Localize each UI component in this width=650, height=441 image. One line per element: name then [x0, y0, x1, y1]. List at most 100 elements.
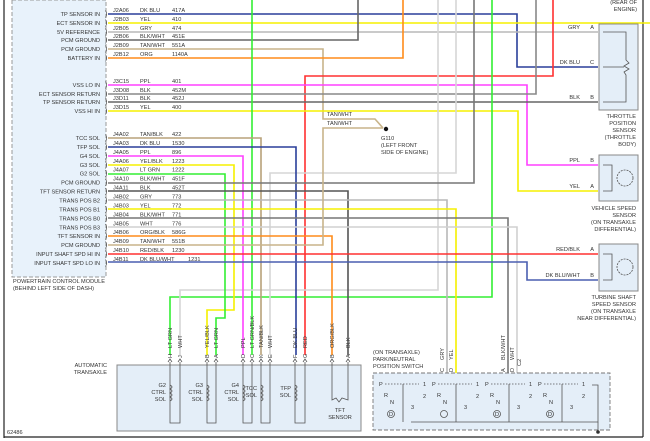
position-label: 3 [411, 405, 414, 411]
wire-451f [108, 0, 475, 184]
circuit-number: 776 [172, 221, 181, 227]
pin-id: J4A06 [113, 159, 129, 165]
solenoid-loop [242, 362, 253, 424]
pcm-pin-row: G2 SOL J4A07 LT GRN 1222) [80, 168, 185, 178]
connector-terminal-icon [329, 358, 335, 363]
component-label: CTRL [188, 390, 203, 396]
pin-function: BATTERY IN [68, 56, 100, 62]
component-label: G2 [159, 383, 166, 389]
wire-1223 [108, 164, 235, 355]
tps-pin-a-color: GRY [568, 25, 580, 31]
position-label: R [543, 393, 547, 399]
connector-cavity-icon: ) [105, 46, 107, 53]
vss-label-2: SENSOR [612, 213, 636, 219]
pcm-pin-row: TRANS POS B2 J4B02 GRY 773) [59, 195, 181, 205]
vss-coil-icon [603, 164, 613, 192]
coil-icon [206, 384, 210, 402]
switch-title-2: PARK/NEUTRAL [373, 357, 415, 363]
circuit-number: 452M [172, 88, 186, 94]
switch-box [372, 372, 611, 431]
position-label: R [437, 393, 441, 399]
tps-label-5: BODY) [618, 142, 636, 148]
pin-wire-color: TAN/BLK [259, 325, 265, 348]
switch-connector-id: C2 [517, 359, 523, 366]
ground-location-1: (LEFT FRONT [381, 143, 418, 149]
coil-icon [242, 384, 246, 402]
wire-color: BLK/WHT [140, 177, 165, 183]
position-label: R [384, 393, 388, 399]
wire-color: RED/BLK [140, 248, 164, 254]
connector-cavity-icon: ) [105, 215, 107, 222]
wire-401 [108, 84, 598, 166]
tss-pin-a-color: RED/BLK [556, 247, 580, 253]
pin-letter: C [250, 354, 256, 358]
wire-color: WHT [140, 221, 153, 227]
connector-cavity-icon: ) [105, 171, 107, 178]
pin-function: PCM GROUND [61, 243, 100, 249]
pin-letter: B [330, 354, 336, 358]
connector-cavity-icon: ) [105, 29, 107, 36]
pin-id: J2B03 [113, 17, 129, 23]
connector-cavity-icon: ) [105, 135, 107, 142]
circuit-number: 551A [172, 43, 185, 49]
pin-function: TP SENSOR RETURN [43, 100, 100, 106]
pcm-pin-row: INPUT SHAFT SPD HI IN J4B10 RED/BLK 1230) [36, 248, 184, 258]
circuit-number: 474 [172, 26, 181, 32]
wire-color: BLK [140, 88, 151, 94]
ground-icon [596, 430, 600, 434]
circuit-number: 551B [172, 239, 185, 245]
tps-label: THROTTLE POSITION SENSOR (THROTTLE BODY) [605, 114, 637, 148]
component-label: SOL [155, 397, 166, 403]
position-label: 1 [476, 382, 479, 388]
component-label: TFT [335, 408, 346, 414]
connector-terminal-icon [204, 358, 210, 363]
component-label: G4 [232, 383, 239, 389]
circuit-number: 422 [172, 132, 181, 138]
tps-label-3: SENSOR [612, 128, 636, 134]
wire-color: PPL [140, 79, 151, 85]
connector-cavity-icon: ) [105, 242, 107, 249]
wire-color: BLK/WHT [140, 212, 165, 218]
component-label: TCC [246, 386, 258, 392]
pin-id: J4B06 [113, 230, 129, 236]
component-label: CTRL [151, 390, 166, 396]
wires [108, 0, 650, 375]
wire-1140a [108, 0, 404, 59]
pin-function: PCM GROUND [61, 47, 100, 53]
pin-letter: K [259, 354, 265, 358]
pcm-pin-row: VSS LO IN J3C15 PPL 401) [73, 79, 182, 89]
pin-id: J4A05 [113, 150, 129, 156]
ground-wire-label-2: TAN/WHT [327, 121, 353, 127]
pcm-pin-row: TFT SENSOR RETURN J4A11 BLK 452T) [40, 186, 186, 196]
figure-id: 62486 [7, 430, 23, 436]
pin-wire-color: DK BLU [293, 328, 299, 348]
circuit-number: 410 [172, 17, 181, 23]
connector-cavity-icon: ) [105, 82, 107, 89]
drive-position-icon: D [389, 412, 393, 418]
pin-wire-color: LT GRN/BLK [250, 316, 256, 348]
pin-function: TP SENSOR IN [61, 12, 100, 18]
wire-772 [108, 208, 457, 375]
pin-wire-color: BLK [346, 337, 352, 348]
pcm-title-1: POWERTRAIN CONTROL MODULE [13, 279, 105, 285]
pin-id: J2A06 [113, 8, 129, 14]
pcm-pin-row: TFT SENSOR IN J4B06 ORG/BLK 586G) [58, 230, 186, 240]
circuit-number: 451E [172, 34, 185, 40]
switch-title-3: POSITION SWITCH [373, 364, 423, 370]
position-label: N [443, 400, 447, 406]
position-label: 3 [517, 405, 520, 411]
tps-label-2: POSITION [609, 121, 636, 127]
circuit-number: 773 [172, 195, 181, 201]
wire-1530 [108, 146, 297, 355]
pin-wire-color: RED [303, 336, 309, 348]
pin-letter: J [178, 355, 184, 358]
tss-label-1: TURBINE SHAFT [592, 295, 637, 301]
connector-cavity-icon: ) [105, 180, 107, 187]
pcm-pin-row: ECT SENSOR RETURN J3D08 BLK 452M) [39, 88, 186, 98]
component-label: CTRL [224, 390, 239, 396]
pin-wire-color: WHT [178, 335, 184, 348]
